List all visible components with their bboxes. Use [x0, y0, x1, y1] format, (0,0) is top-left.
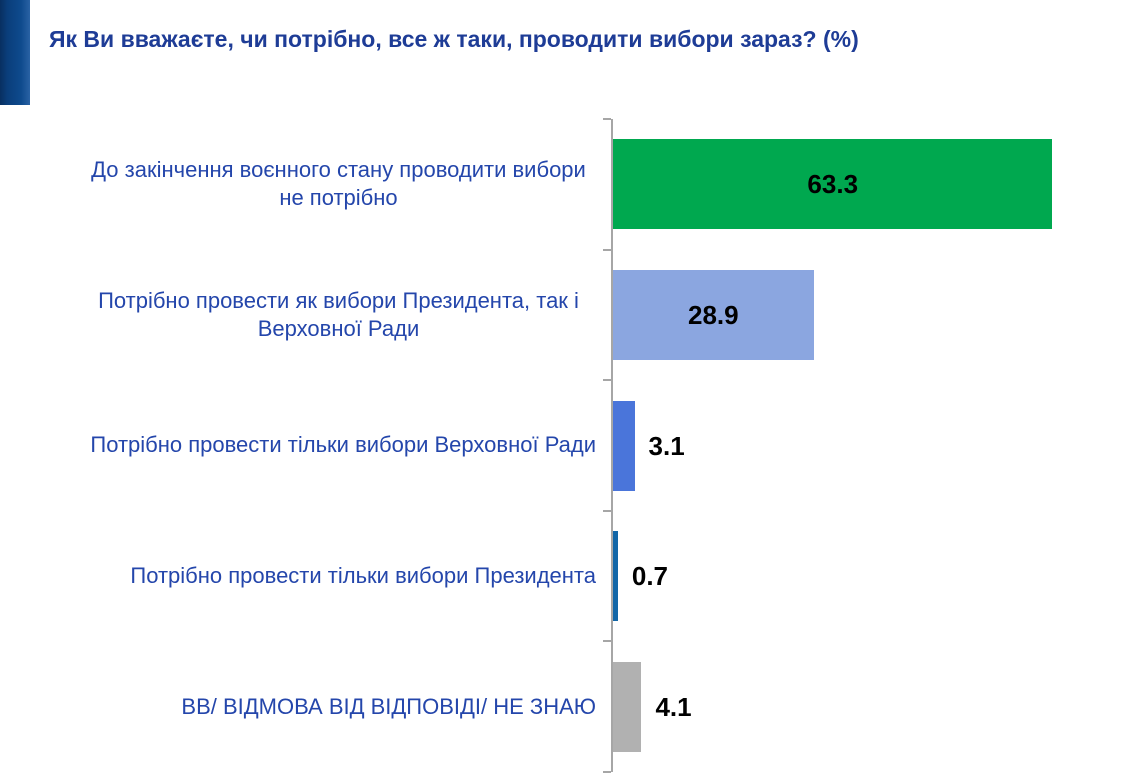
category-label: ВВ/ ВІДМОВА ВІД ВІДПОВІДІ/ НЕ ЗНАЮ: [42, 641, 596, 772]
category-label-text: Потрібно провести тільки вибори Верховно…: [90, 432, 596, 458]
chart-title: Як Ви вважаєте, чи потрібно, все ж таки,…: [49, 26, 859, 52]
axis-tick: [603, 379, 611, 381]
category-label: До закінчення воєнного стану проводити в…: [42, 119, 596, 250]
bar: [613, 139, 1053, 230]
corner-accent-bar: [0, 0, 30, 105]
category-label-text: ВВ/ ВІДМОВА ВІД ВІДПОВІДІ/ НЕ ЗНАЮ: [181, 693, 596, 719]
category-axis-line: [611, 119, 613, 772]
value-label: 3.1: [648, 430, 685, 461]
axis-tick: [603, 118, 611, 120]
category-label-text: Потрібно провести тільки вибори Президен…: [130, 563, 596, 589]
category-label: Потрібно провести тільки вибори Президен…: [42, 511, 596, 642]
value-label: 4.1: [655, 691, 692, 722]
bar: [613, 400, 635, 491]
category-label: Потрібно провести як вибори Президента, …: [42, 250, 596, 381]
axis-tick: [603, 640, 611, 642]
category-label: Потрібно провести тільки вибори Верховно…: [42, 380, 596, 511]
category-label-text: До закінчення воєнного стану проводити в…: [91, 157, 586, 211]
bar: [613, 661, 642, 752]
axis-tick: [603, 510, 611, 512]
value-label: 28.9: [688, 299, 739, 330]
axis-tick: [603, 771, 611, 773]
axis-tick: [603, 249, 611, 251]
bar: [613, 531, 618, 622]
bar: [613, 269, 814, 360]
category-label-text: Потрібно провести як вибори Президента, …: [98, 287, 579, 341]
value-label: 0.7: [631, 561, 669, 592]
value-label: 63.3: [807, 169, 859, 200]
